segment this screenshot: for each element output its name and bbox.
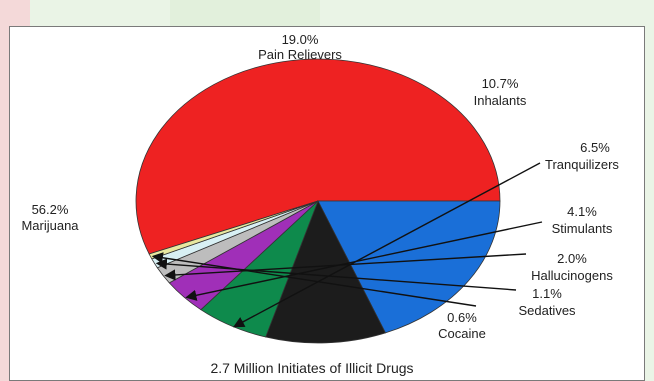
slice-value-label-tranquilizers: 6.5%	[580, 140, 610, 155]
slice-name-label-cocaine: Cocaine	[438, 326, 486, 341]
slice-name-label-tranquilizers: Tranquilizers	[545, 157, 619, 172]
pointer-arrow-sedatives	[155, 258, 517, 291]
chart-title: 2.7 Million Initiates of Illicit Drugs	[210, 360, 413, 376]
pointer-arrow-cocaine	[151, 252, 477, 307]
slice-value-label-stimulants: 4.1%	[567, 204, 597, 219]
slice-name-label-marijuana: Marijuana	[21, 218, 79, 233]
slice-name-label-hallucinogens: Hallucinogens	[531, 268, 613, 283]
slice-value-label-pain-relievers: 19.0%	[282, 32, 319, 47]
slice-value-label-inhalants: 10.7%	[482, 76, 519, 91]
slice-name-label-inhalants: Inhalants	[474, 93, 527, 108]
pointer-arrow-tranquilizers	[233, 162, 541, 328]
pointer-arrow-stimulants	[185, 221, 543, 301]
slice-value-label-hallucinogens: 2.0%	[557, 251, 587, 266]
slice-value-label-marijuana: 56.2%	[32, 202, 69, 217]
slice-value-label-cocaine: 0.6%	[447, 310, 477, 325]
slice-name-label-sedatives: Sedatives	[518, 303, 576, 318]
pie-slice-pain-relievers	[317, 200, 501, 334]
pie-slice-marijuana	[135, 58, 501, 255]
slice-name-label-pain-relievers: Pain Relievers	[258, 47, 342, 62]
pie-slice-inhalants	[265, 200, 386, 344]
slice-name-label-stimulants: Stimulants	[552, 221, 613, 236]
slice-value-label-sedatives: 1.1%	[532, 286, 562, 301]
pointer-arrow-hallucinogens	[164, 253, 527, 281]
